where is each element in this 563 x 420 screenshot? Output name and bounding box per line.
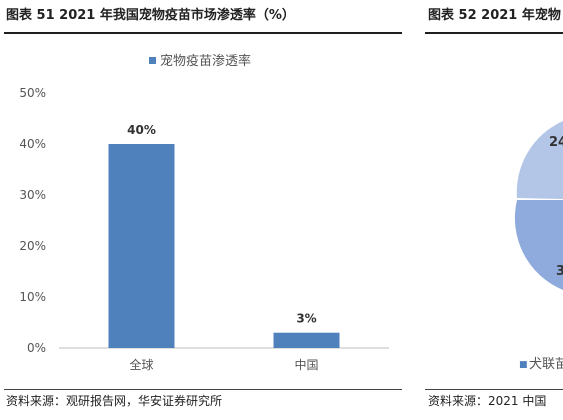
bar-chart: 宠物疫苗渗透率 0% 10% 20% 30% 40% 50% 40% 全球 3% 中国 24 3… — [19, 53, 563, 372]
legend-label: 宠物疫苗渗透率 — [160, 53, 251, 69]
bars: 40% 全球 3% 中国 — [108, 123, 340, 372]
x-category-label: 全球 — [129, 357, 153, 372]
bar-2 — [273, 332, 340, 348]
source-note-right: 资料来源：2021 中国 — [428, 394, 547, 408]
y-tick-label: 50% — [19, 86, 46, 100]
bar-1 — [108, 144, 175, 348]
data-label-2: 3% — [296, 312, 316, 326]
pie-legend-label: 犬联苗 — [529, 357, 563, 372]
chart-title-right: 图表 52 2021 年宠物 — [428, 8, 561, 23]
header-rule-left — [4, 32, 402, 34]
footer-rule-right — [425, 389, 563, 390]
y-tick-label: 40% — [19, 137, 46, 151]
pie-slice-b — [514, 200, 563, 290]
header-rule-right — [425, 32, 563, 34]
legend: 宠物疫苗渗透率 — [149, 53, 251, 69]
right-pie-fragment: 24 3 ■ 犬联苗 — [514, 121, 563, 372]
y-axis: 0% 10% 20% 30% 40% 50% — [19, 86, 46, 355]
y-tick-label: 10% — [19, 290, 46, 304]
pie-label-a: 24 — [549, 135, 563, 150]
y-tick-label: 0% — [27, 341, 46, 355]
x-category-label: 中国 — [294, 357, 318, 372]
pie-label-b: 3 — [556, 264, 563, 279]
footer-rule-left — [4, 389, 402, 390]
y-tick-label: 20% — [19, 239, 46, 253]
y-tick-label: 30% — [19, 188, 46, 202]
source-note-left: 资料来源：观研报告网，华安证券研究所 — [6, 394, 223, 408]
chart-title-left: 图表 51 2021 年我国宠物疫苗市场渗透率（%） — [6, 8, 295, 23]
pie-slice-a — [516, 121, 563, 199]
legend-swatch — [149, 57, 156, 64]
data-label-1: 40% — [127, 123, 156, 137]
pie-legend-marker: ■ — [519, 360, 528, 370]
